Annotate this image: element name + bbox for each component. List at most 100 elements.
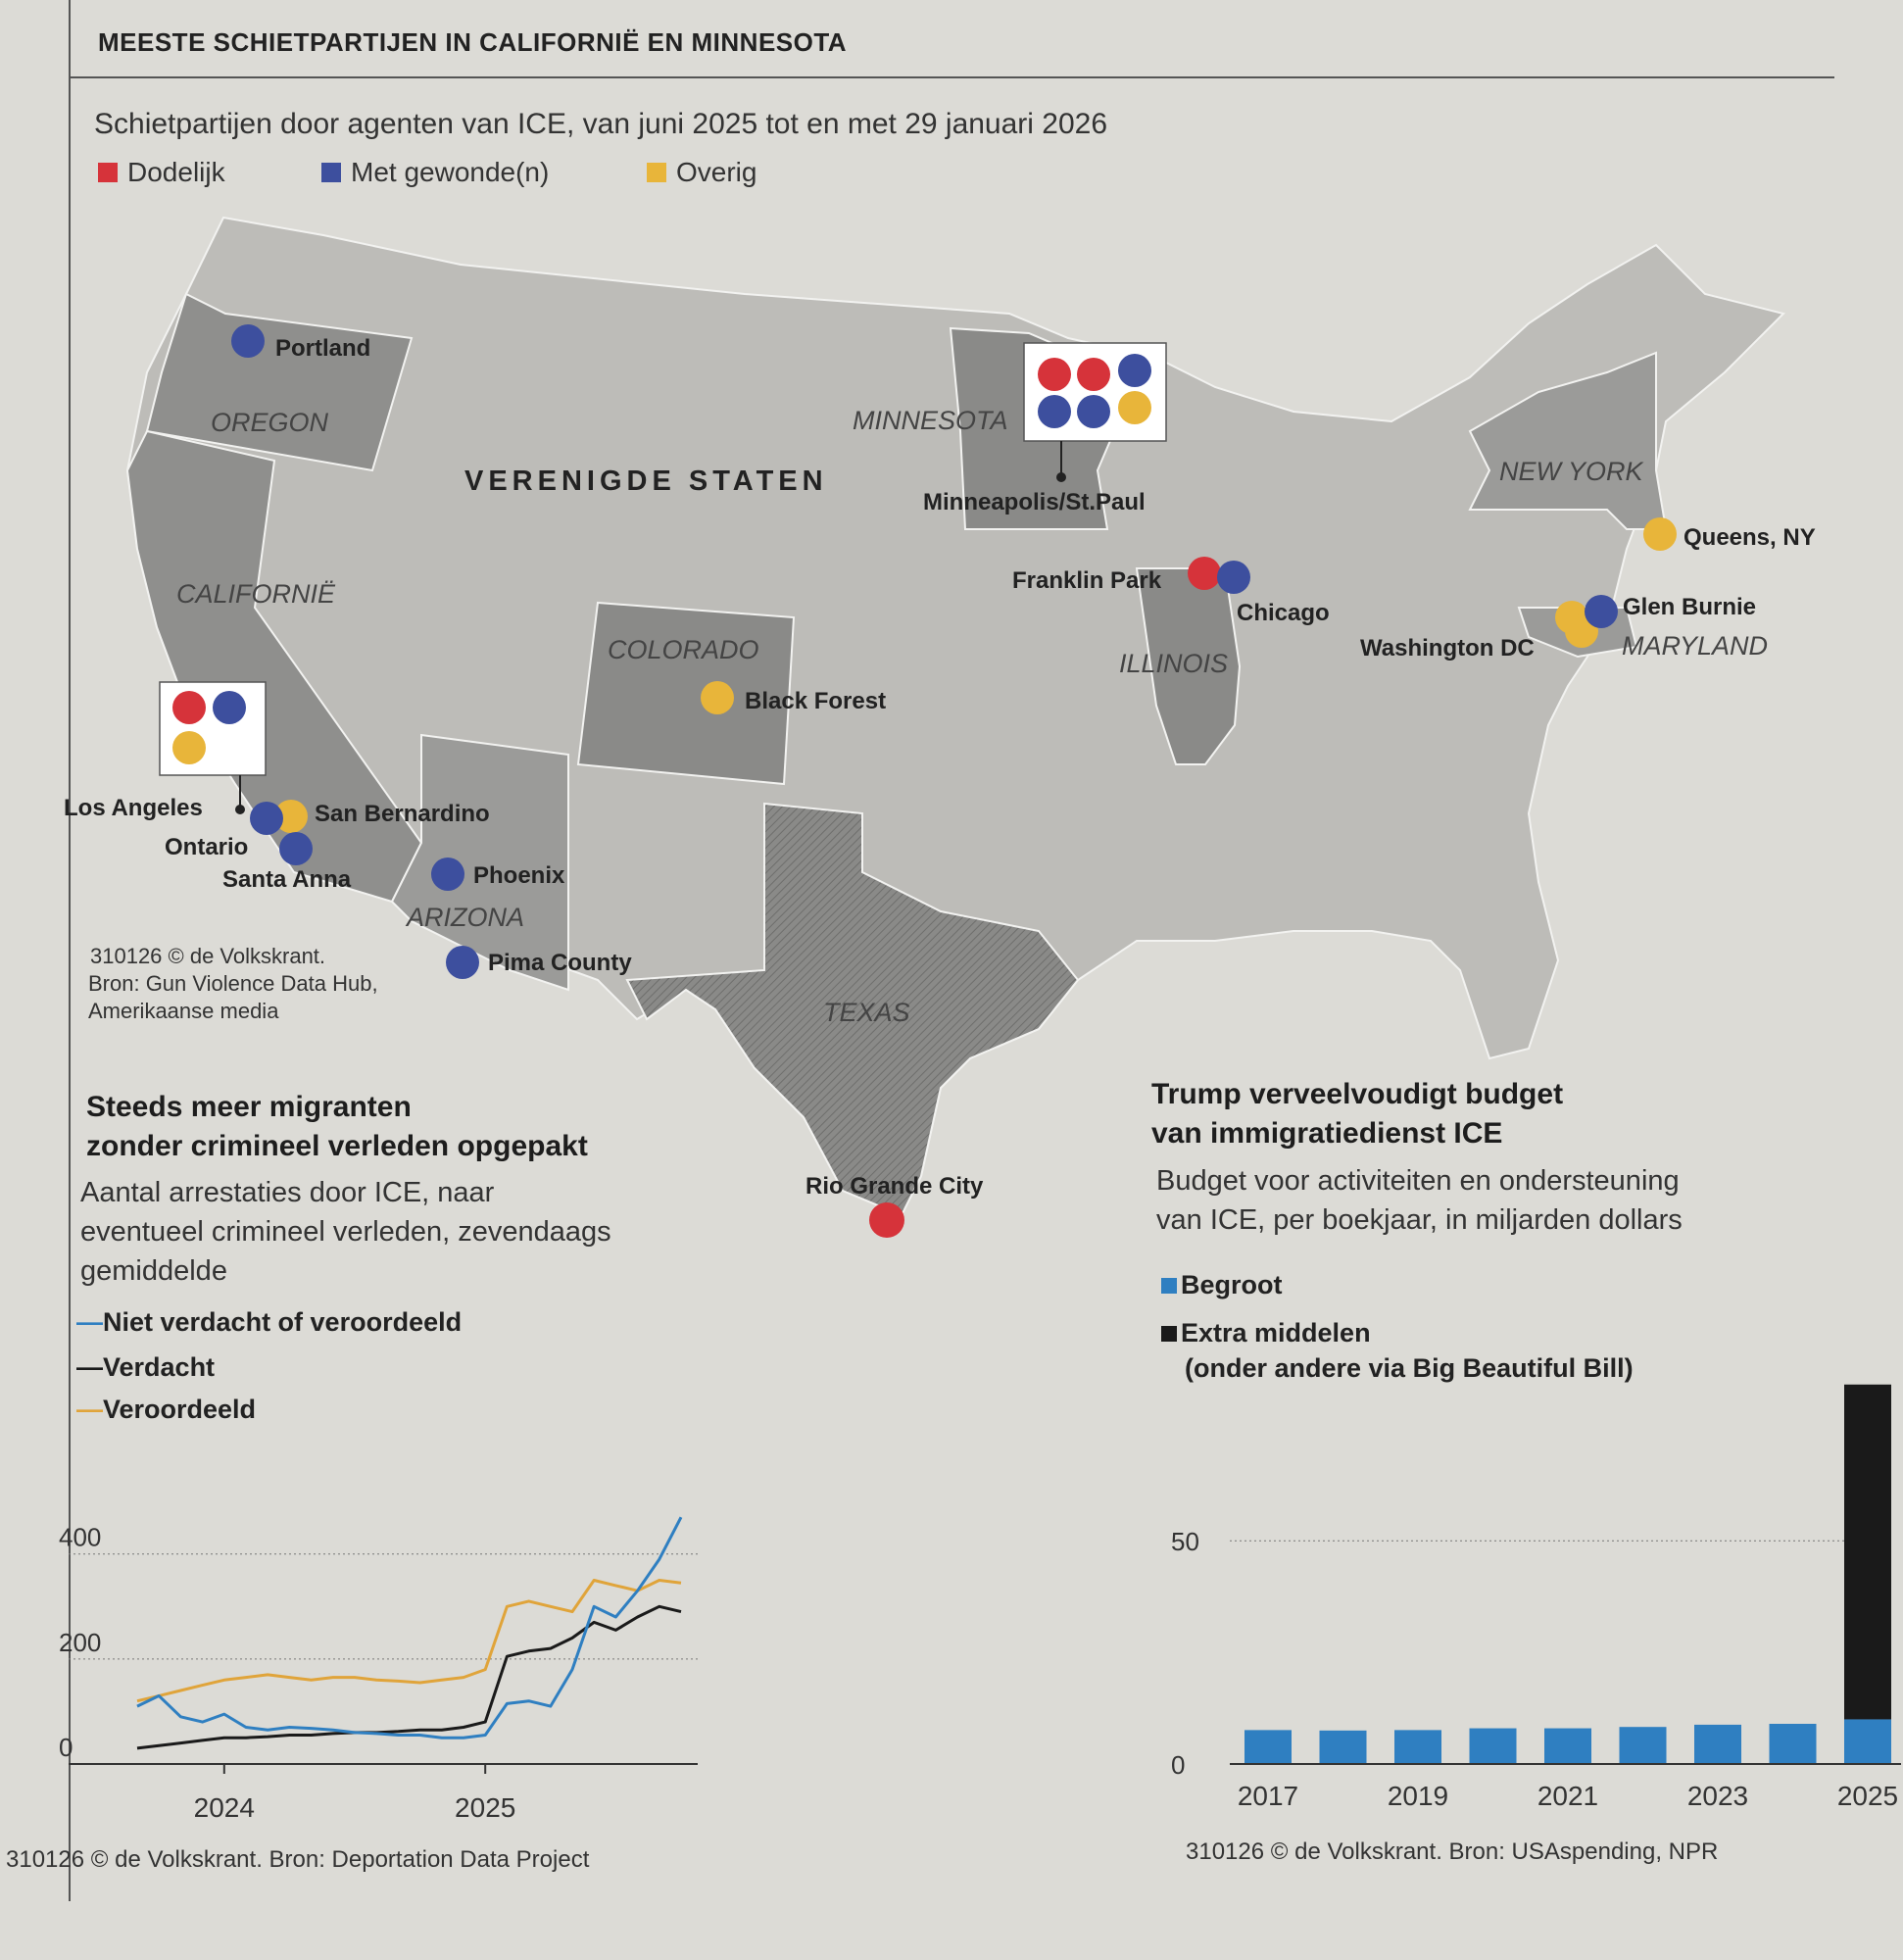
state-label-texas: TEXAS — [823, 998, 910, 1027]
dot-la-2 — [213, 691, 246, 724]
state-illinois — [1135, 567, 1242, 765]
label-ontario: Ontario — [165, 834, 248, 860]
dot-black-forest — [701, 681, 734, 714]
state-label-new-york: NEW YORK — [1499, 457, 1644, 486]
label-santa-anna: Santa Anna — [222, 866, 352, 893]
label-rio-grande-city: Rio Grande City — [805, 1173, 984, 1200]
dot-rio-grande-city — [869, 1202, 904, 1238]
label-queens: Queens, NY — [1683, 524, 1816, 551]
label-minneapolis: Minneapolis/St.Paul — [923, 489, 1146, 515]
arrests-desc-line-1: Aantal arrestaties door ICE, naar — [80, 1177, 495, 1208]
dot-la-1 — [172, 691, 206, 724]
injured-swatch — [321, 163, 341, 182]
arrests-description: Aantal arrestaties door ICE, naar eventu… — [80, 1173, 611, 1291]
callout-los-angeles — [159, 681, 267, 814]
bar-begroot — [1319, 1730, 1367, 1764]
x-tick-label: 2024 — [194, 1792, 255, 1823]
dot-la-3 — [172, 731, 206, 764]
fatal-swatch — [98, 163, 118, 182]
title-rule — [71, 76, 1834, 78]
bar-begroot — [1694, 1724, 1741, 1764]
dot-portland — [231, 324, 265, 358]
y-tick-label: 0 — [59, 1733, 73, 1762]
legend-budget: Begroot — [1161, 1270, 1283, 1300]
label-glen-burnie: Glen Burnie — [1623, 594, 1756, 620]
legend-convicted-label: Veroordeeld — [103, 1395, 257, 1424]
series-line — [136, 1579, 682, 1703]
page-frame — [69, 0, 1844, 1901]
budget-title-line-1: Trump verveelvoudigt budget — [1151, 1078, 1564, 1110]
legend-not-suspected: —Niet verdacht of veroordeeld — [76, 1307, 463, 1337]
arrests-title: Steeds meer migranten zonder crimineel v… — [86, 1088, 588, 1166]
arrests-source: 310126 © de Volkskrant. Bron: Deportatio… — [6, 1846, 590, 1873]
series-line — [136, 1516, 683, 1740]
dot-minneapolis-5 — [1077, 395, 1110, 428]
bar-begroot — [1844, 1719, 1891, 1764]
state-label-minnesota: MINNESOTA — [853, 406, 1008, 435]
dot-minneapolis-2 — [1077, 358, 1110, 391]
x-tick-label: 2025 — [1837, 1781, 1898, 1811]
map-source-line-1: 310126 © de Volkskrant. — [90, 944, 325, 968]
dot-minneapolis-4 — [1038, 395, 1071, 428]
state-texas — [625, 802, 1080, 1217]
dot-santa-anna — [279, 832, 313, 865]
x-tick-label: 2025 — [455, 1792, 515, 1823]
budget-title: Trump verveelvoudigt budget van immigrat… — [1151, 1075, 1563, 1153]
legend-extra-label: Extra middelen — [1181, 1318, 1371, 1348]
budget-description: Budget voor activiteiten en ondersteunin… — [1156, 1161, 1683, 1240]
legend-extra-note: (onder andere via Big Beautiful Bill) — [1185, 1353, 1634, 1383]
label-portland: Portland — [275, 335, 370, 362]
callout-minneapolis — [1023, 342, 1167, 482]
dot-minneapolis-6 — [1118, 391, 1151, 424]
bar-extra-middelen — [1844, 1384, 1891, 1720]
legend-label-other: Overig — [676, 157, 757, 187]
y-tick-label: 400 — [59, 1523, 101, 1552]
label-franklin-park: Franklin Park — [1012, 567, 1162, 594]
budget-desc-line-1: Budget voor activiteiten en ondersteunin… — [1156, 1165, 1680, 1197]
state-label-illinois: ILLINOIS — [1119, 649, 1228, 678]
bar-begroot — [1469, 1728, 1517, 1764]
budget-title-line-2: van immigratiedienst ICE — [1151, 1117, 1503, 1150]
legend-extra: Extra middelen (onder andere via Big Bea… — [1161, 1315, 1634, 1386]
other-swatch — [647, 163, 666, 182]
arrests-chart: 0 200 400 2024 2025 — [59, 1516, 698, 1823]
x-tick-label: 2023 — [1687, 1781, 1748, 1811]
state-arizona — [390, 733, 569, 992]
page-title: MEESTE SCHIETPARTIJEN IN CALIFORNIË EN M… — [98, 27, 848, 57]
label-black-forest: Black Forest — [745, 688, 886, 714]
legend-other: Overig — [647, 157, 756, 188]
legend-budget-label: Begroot — [1181, 1270, 1283, 1299]
legend-label-injured: Met gewonde(n) — [351, 157, 550, 187]
x-tick-label: 2019 — [1388, 1781, 1448, 1811]
budget-desc-line-2: van ICE, per boekjaar, in miljarden doll… — [1156, 1204, 1683, 1236]
country-label: VERENIGDE STATEN — [464, 466, 828, 497]
arrests-desc-line-3: gemiddelde — [80, 1255, 227, 1287]
label-san-bernardino: San Bernardino — [315, 801, 490, 827]
dot-glen-burnie — [1585, 595, 1618, 628]
budget-swatch — [1161, 1278, 1177, 1294]
legend-not-suspected-label: Niet verdacht of veroordeeld — [103, 1307, 463, 1337]
arrests-desc-line-2: eventueel crimineel verleden, zevendaags — [80, 1216, 611, 1248]
dot-phoenix — [431, 858, 464, 891]
dot-san-bernardino — [274, 800, 308, 833]
y-tick-label: 200 — [59, 1628, 101, 1657]
us-map: OREGON CALIFORNIË COLORADO ARIZONA TEXAS… — [64, 216, 1816, 1238]
legend-label-fatal: Dodelijk — [127, 157, 225, 187]
state-label-maryland: MARYLAND — [1622, 631, 1768, 661]
map-source-line-2: Bron: Gun Violence Data Hub, — [88, 971, 378, 996]
bar-begroot — [1769, 1724, 1817, 1764]
label-phoenix: Phoenix — [473, 862, 565, 889]
bar-begroot — [1244, 1730, 1292, 1764]
series-line — [136, 1604, 682, 1750]
y-tick-label: 0 — [1171, 1750, 1185, 1780]
label-pima-county: Pima County — [488, 950, 632, 976]
bar-begroot — [1544, 1728, 1591, 1764]
dot-minneapolis-1 — [1038, 358, 1071, 391]
state-label-arizona: ARIZONA — [405, 903, 524, 932]
legend-convicted: —Veroordeeld — [76, 1395, 257, 1424]
bar-begroot — [1394, 1730, 1441, 1764]
extra-swatch — [1161, 1326, 1177, 1342]
dot-chicago — [1217, 561, 1250, 594]
dot-queens — [1643, 517, 1677, 551]
